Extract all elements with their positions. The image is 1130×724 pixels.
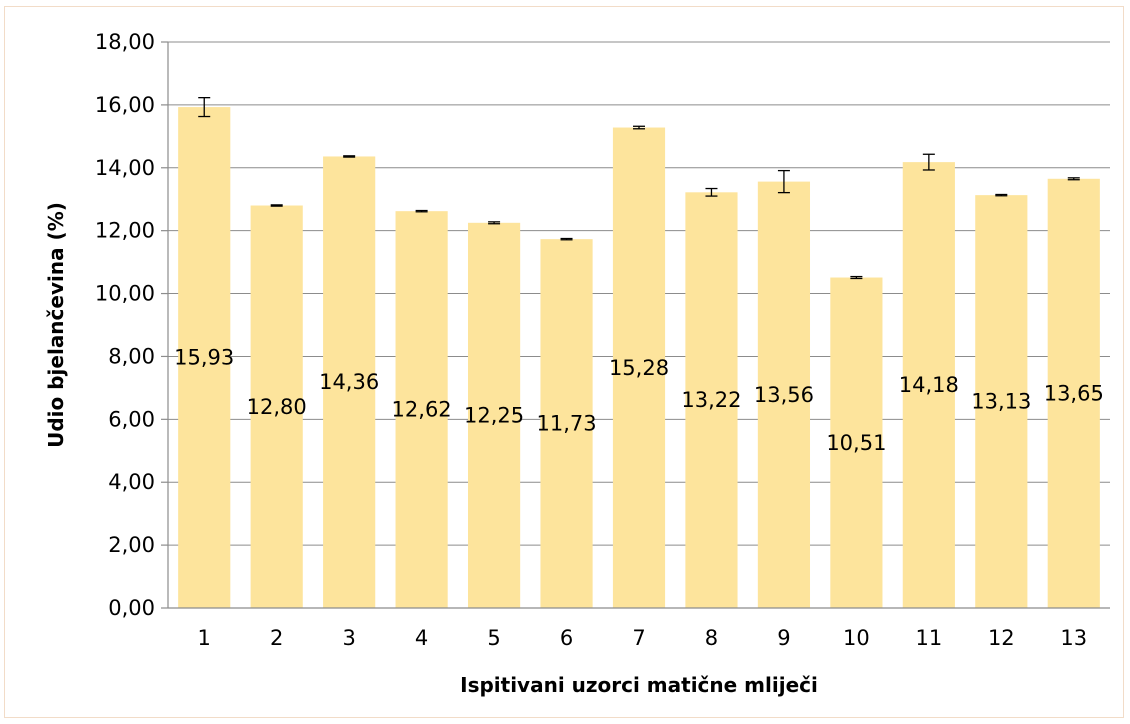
x-tick-label: 9 (777, 626, 790, 650)
bar (975, 195, 1028, 608)
data-label: 14,18 (899, 373, 959, 397)
bar (757, 181, 811, 608)
y-tick-label: 10,00 (95, 282, 155, 306)
y-tick-label: 2,00 (108, 533, 155, 557)
y-tick-label: 8,00 (108, 344, 155, 368)
data-label: 11,73 (536, 412, 596, 436)
x-tick-label: 2 (270, 626, 283, 650)
data-label: 12,25 (464, 403, 524, 427)
data-label: 13,22 (681, 388, 741, 412)
data-label: 13,65 (1044, 381, 1104, 405)
bar (902, 162, 955, 608)
error-bars (198, 97, 1080, 280)
y-axis-title: Udio bjelančevina (%) (44, 202, 68, 448)
y-tick-label: 6,00 (108, 407, 155, 431)
x-tick-label: 1 (198, 626, 211, 650)
axes: 0,00 2,00 4,00 6,00 8,00 10,00 12,00 14,00 16,00… (95, 30, 1110, 650)
bar (250, 205, 303, 608)
x-tick-label: 6 (560, 626, 573, 650)
bar (1047, 178, 1100, 609)
data-label: 13,13 (971, 390, 1031, 414)
data-label: 15,93 (174, 346, 234, 370)
bar (395, 211, 448, 608)
x-tick-label: 5 (487, 626, 500, 650)
x-tick-label: 8 (705, 626, 718, 650)
x-tick-label: 10 (843, 626, 870, 650)
bar (830, 277, 883, 608)
bar (178, 107, 231, 608)
y-tick-label: 16,00 (95, 93, 155, 117)
x-tick-label: 13 (1060, 626, 1087, 650)
bar (467, 222, 521, 609)
x-tick-label: 4 (415, 626, 428, 650)
x-tick-label: 11 (915, 626, 942, 650)
data-label: 15,28 (609, 356, 669, 380)
y-tick-label: 18,00 (95, 30, 155, 54)
data-label: 12,80 (247, 395, 307, 419)
bars (178, 107, 1100, 609)
x-tick-label: 12 (988, 626, 1015, 650)
x-axis-title: Ispitivani uzorci matične mliječi (460, 673, 818, 697)
data-label: 13,56 (754, 383, 814, 407)
data-label: 10,51 (826, 431, 886, 455)
bar (685, 192, 738, 608)
y-tick-label: 0,00 (108, 596, 155, 620)
data-label: 12,62 (392, 398, 452, 422)
x-tick-label: 3 (342, 626, 355, 650)
data-label: 14,36 (319, 370, 379, 394)
bar (540, 239, 593, 608)
bar (612, 127, 666, 608)
bar (323, 156, 376, 609)
y-tick-label: 14,00 (95, 156, 155, 180)
y-tick-label: 12,00 (95, 219, 155, 243)
data-labels: 15,93 12,80 14,36 12,62 12,25 11,73 15,28 13,22… (174, 346, 1104, 455)
x-tick-label: 7 (632, 626, 645, 650)
y-tick-label: 4,00 (108, 470, 155, 494)
